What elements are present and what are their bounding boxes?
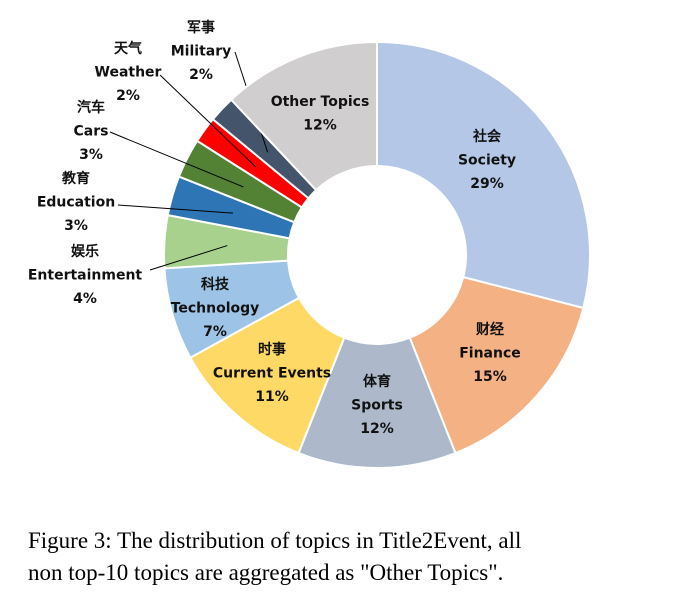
slice-label: Current Events: [213, 366, 331, 382]
slice-label-zh: 教育: [62, 170, 90, 187]
slice-label-zh: 汽车: [77, 99, 105, 116]
value-label: 4%: [73, 291, 97, 307]
value-label: 29%: [470, 176, 504, 192]
slice-label: Technology: [171, 301, 260, 317]
slice-label-zh: 军事: [187, 19, 215, 36]
value-label: 11%: [255, 389, 289, 405]
value-label: 2%: [189, 67, 213, 83]
slice-label-zh: 科技: [201, 276, 230, 293]
slice-label: Society: [458, 153, 516, 169]
slice-label: Weather: [95, 65, 162, 81]
caption-line: Figure 3: The distribution of topics in …: [28, 528, 521, 553]
value-label: 12%: [360, 421, 394, 437]
slice-label-zh: 社会: [472, 128, 502, 145]
donut-slice: [229, 40, 378, 192]
slice-label: Entertainment: [28, 268, 143, 284]
slice-label: Sports: [351, 398, 403, 414]
donut-slice: [408, 275, 585, 455]
donut-slice: [376, 40, 591, 310]
slice-label: Cars: [74, 124, 109, 140]
leader-line: [109, 131, 244, 188]
slice-label-zh: 时事: [258, 341, 286, 358]
donut-slice: [297, 336, 457, 469]
slice-label-zh: 天气: [114, 40, 142, 57]
slice-label: Finance: [459, 346, 521, 362]
value-label: 15%: [473, 369, 507, 385]
caption-line: non top-10 topics are aggregated as "Oth…: [28, 560, 503, 585]
slice-label: Other Topics: [271, 94, 370, 110]
value-label: 3%: [64, 218, 88, 234]
slice-label: Military: [171, 44, 232, 60]
donut-chart: 社会 Society 29% 财经 Finance 15% 体育 Sports 12% 时事 Cur…: [28, 19, 591, 469]
value-label: 3%: [79, 147, 103, 163]
value-label: 2%: [116, 88, 140, 104]
value-label: 7%: [203, 324, 227, 340]
leader-line: [117, 204, 233, 214]
slice-label: Education: [37, 195, 115, 211]
slice-label-zh: 体育: [363, 373, 391, 390]
slice-label-zh: 娱乐: [71, 243, 99, 260]
value-label: 12%: [303, 118, 337, 134]
slice-label-zh: 财经: [475, 321, 504, 338]
leader-line: [159, 74, 256, 168]
leader-line: [149, 245, 228, 271]
